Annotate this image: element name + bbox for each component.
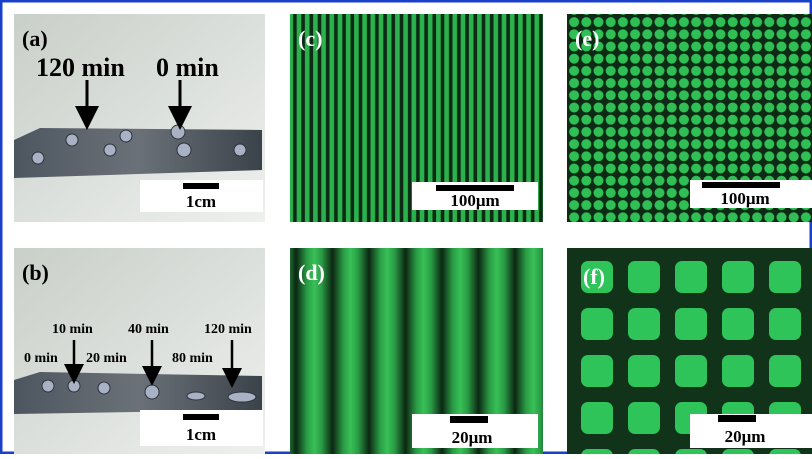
scale-bar-label: 20μm bbox=[452, 428, 493, 447]
panel-label: (d) bbox=[298, 260, 325, 285]
annotation: 80 min bbox=[172, 351, 213, 366]
panel-b: (b) 10 min 40 min 120 min 0 min 20 min 8… bbox=[14, 248, 265, 454]
figure: (a) 120 min 0 min 1cm (b) 10 min 40 min … bbox=[0, 0, 812, 454]
panel-label: (f) bbox=[583, 264, 605, 289]
annotation: 0 min bbox=[156, 53, 219, 82]
scale-bar-label: 100μm bbox=[450, 191, 499, 210]
panel-a: (a) 120 min 0 min 1cm bbox=[14, 14, 265, 222]
panel-d: (d) 20μm bbox=[290, 248, 543, 454]
annotation: 0 min bbox=[24, 351, 58, 366]
panel-e: (e) 100μm bbox=[567, 14, 812, 222]
panel-label: (c) bbox=[298, 26, 322, 51]
panel-c: (c) 100μm bbox=[290, 14, 543, 222]
annotation: 120 min bbox=[204, 322, 252, 337]
scale-bar-label: 20μm bbox=[725, 427, 766, 446]
annotation: 10 min bbox=[52, 322, 93, 337]
panel-label: (e) bbox=[575, 26, 599, 51]
annotation: 20 min bbox=[86, 351, 127, 366]
panel-label: (b) bbox=[22, 260, 49, 285]
scale-bar-label: 1cm bbox=[186, 192, 216, 211]
annotation: 120 min bbox=[36, 53, 125, 82]
scale-bar-label: 100μm bbox=[720, 189, 769, 208]
panel-f: (f) 20μm bbox=[567, 248, 812, 454]
panel-label: (a) bbox=[22, 26, 48, 51]
scale-bar-label: 1cm bbox=[186, 425, 216, 444]
annotation: 40 min bbox=[128, 322, 169, 337]
